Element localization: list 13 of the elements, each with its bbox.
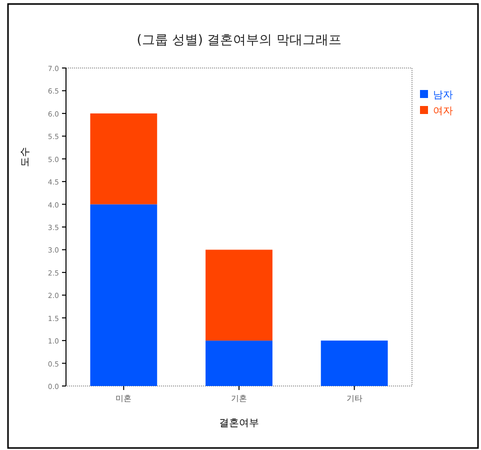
y-axis-title: 도수 bbox=[20, 147, 31, 167]
legend-label: 남자 bbox=[433, 90, 453, 101]
x-axis-title: 결혼여부 bbox=[219, 418, 259, 429]
bar bbox=[320, 340, 388, 386]
bar bbox=[206, 250, 272, 341]
chart-title: (그룹 성별) 결혼여부의 막대그래프 bbox=[136, 33, 342, 48]
x-tick-label: 기혼 bbox=[231, 394, 247, 403]
bar bbox=[90, 204, 158, 386]
x-tick-label: 기타 bbox=[346, 394, 362, 403]
bar bbox=[206, 340, 272, 386]
legend-label: 여자 bbox=[433, 106, 453, 117]
x-tick-label: 미혼 bbox=[116, 394, 132, 403]
bar bbox=[90, 113, 158, 204]
